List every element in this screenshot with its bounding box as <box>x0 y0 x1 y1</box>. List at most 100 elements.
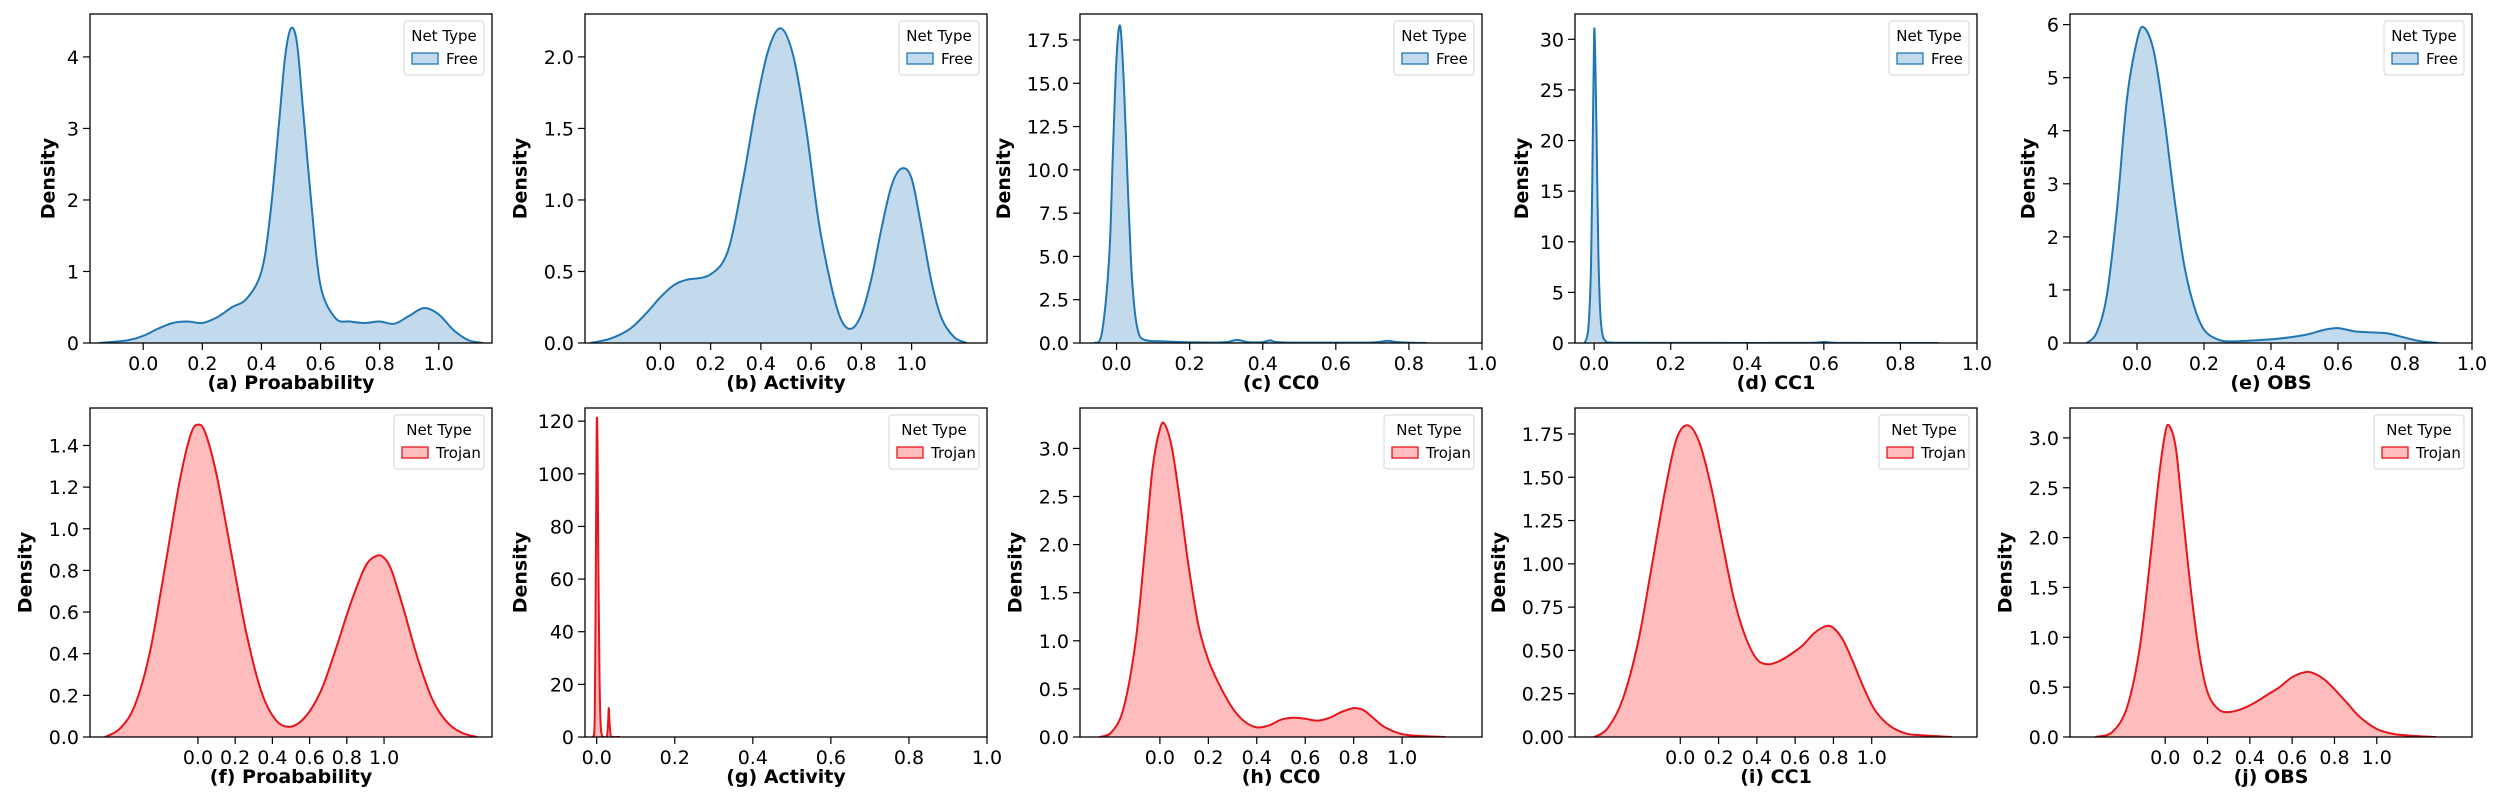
legend: Net Type Free <box>1888 20 1970 76</box>
x-tick-label: 0.0 <box>2150 747 2180 769</box>
y-axis-label: Density <box>1005 531 1027 613</box>
x-tick-label: 0.6 <box>796 353 826 375</box>
x-tick-label: 1.0 <box>1387 747 1417 769</box>
legend-swatch <box>1401 52 1429 65</box>
y-tick-label: 6 <box>2047 15 2059 37</box>
y-tick-label: 0.50 <box>1522 640 1564 662</box>
y-axis-label: Density <box>2018 137 2040 219</box>
y-axis-label: Density <box>510 137 532 219</box>
y-tick-label: 17.5 <box>1027 30 1069 52</box>
x-axis-label: (i) CC1 <box>1740 766 1812 788</box>
y-tick-label: 1.0 <box>2029 627 2059 649</box>
legend-swatch <box>2381 446 2409 459</box>
x-tick-label: 0.8 <box>846 353 876 375</box>
y-tick-label: 2.0 <box>544 47 574 69</box>
x-tick-label: 0.0 <box>128 353 158 375</box>
y-axis-label: Density <box>1488 531 1510 613</box>
x-tick-label: 0.4 <box>1732 353 1762 375</box>
x-tick-label: 0.4 <box>746 353 776 375</box>
axes-frame <box>1574 13 1978 344</box>
y-tick-label: 2.0 <box>1039 535 1069 557</box>
density-line <box>1593 424 1953 737</box>
y-tick-label: 0 <box>67 333 79 355</box>
legend-label: Free <box>941 50 973 68</box>
density-line <box>104 423 478 737</box>
legend-title: Net Type <box>1891 421 1957 439</box>
legend-swatch <box>411 52 439 65</box>
y-tick-label: 2.5 <box>1039 290 1069 312</box>
x-tick-label: 1.0 <box>1857 747 1887 769</box>
legend-swatch <box>1896 52 1924 65</box>
y-tick-label: 0.5 <box>544 261 574 283</box>
x-axis-label: (f) Proabability <box>210 766 373 788</box>
legend-title: Net Type <box>2386 421 2452 439</box>
legend-label: Trojan <box>2415 444 2461 462</box>
y-axis-label: Density <box>38 137 60 219</box>
y-tick-label: 7.5 <box>1039 203 1069 225</box>
y-tick-label: 0.25 <box>1522 684 1564 706</box>
legend-swatch <box>401 446 429 459</box>
legend-title: Net Type <box>406 421 472 439</box>
x-tick-label: 0.6 <box>816 747 846 769</box>
legend-label: Free <box>2426 50 2458 68</box>
x-tick-label: 1.0 <box>972 747 1002 769</box>
y-tick-label: 1.5 <box>2029 577 2059 599</box>
y-tick-label: 1 <box>2047 280 2059 302</box>
legend-title: Net Type <box>411 27 477 45</box>
x-tick-label: 0.0 <box>183 747 213 769</box>
y-tick-label: 0.8 <box>49 560 79 582</box>
y-tick-label: 3 <box>67 118 79 140</box>
y-tick-label: 15.0 <box>1027 73 1069 95</box>
y-tick-label: 15 <box>1540 181 1564 203</box>
y-tick-label: 1.4 <box>49 435 79 457</box>
y-tick-label: 120 <box>538 411 574 433</box>
legend-title: Net Type <box>1896 27 1962 45</box>
y-tick-label: 0.6 <box>49 602 79 624</box>
y-tick-label: 3.0 <box>1039 438 1069 460</box>
legend: Net Type Trojan <box>888 414 980 470</box>
x-tick-label: 0.2 <box>660 747 690 769</box>
legend-label: Trojan <box>1920 444 1966 462</box>
x-axis-label: (a) Proabability <box>207 372 375 394</box>
x-axis-label: (c) CC0 <box>1243 372 1319 394</box>
x-tick-label: 1.0 <box>369 747 399 769</box>
x-tick-label: 0.0 <box>2122 353 2152 375</box>
y-tick-label: 1.5 <box>544 118 574 140</box>
density-area <box>2086 26 2439 343</box>
legend-label: Free <box>1931 50 1963 68</box>
y-tick-label: 2.5 <box>1039 487 1069 509</box>
legend-title: Net Type <box>906 27 972 45</box>
x-tick-label: 0.4 <box>738 747 768 769</box>
y-tick-label: 1.25 <box>1522 511 1564 533</box>
x-axis-label: (d) CC1 <box>1737 372 1816 394</box>
x-tick-label: 0.2 <box>1175 353 1205 375</box>
axes-frame <box>89 13 493 344</box>
legend-label: Trojan <box>1425 444 1471 462</box>
x-tick-label: 0.6 <box>2277 747 2307 769</box>
panel-j: 0.0 0.2 0.4 0.6 0.8 1.0 0.0 0.5 1.0 1.5 2.0 2.5 3.0 (… <box>1995 407 2473 788</box>
density-line <box>98 26 484 343</box>
legend-swatch <box>1886 446 1914 459</box>
x-tick-label: 1.0 <box>2362 747 2392 769</box>
legend-title: Net Type <box>901 421 967 439</box>
y-tick-label: 5.0 <box>1039 246 1069 268</box>
y-tick-label: 0 <box>562 727 574 749</box>
x-tick-label: 0.6 <box>1809 353 1839 375</box>
legend-label: Trojan <box>435 444 481 462</box>
y-tick-label: 20 <box>550 674 574 696</box>
x-tick-label: 0.4 <box>246 353 276 375</box>
legend-swatch <box>1391 446 1419 459</box>
y-tick-label: 0.4 <box>49 644 79 666</box>
legend: Net Type Free <box>1393 20 1475 76</box>
y-tick-label: 1.0 <box>1039 631 1069 653</box>
density-line <box>589 27 968 343</box>
legend: Net Type Trojan <box>1383 414 1475 470</box>
y-tick-label: 0.0 <box>49 727 79 749</box>
x-tick-label: 0.4 <box>1248 353 1278 375</box>
legend: Net Type Trojan <box>1878 414 1970 470</box>
y-tick-label: 20 <box>1540 131 1564 153</box>
x-axis-label: (g) Activity <box>726 766 846 788</box>
legend-swatch <box>2391 52 2419 65</box>
x-tick-label: 0.4 <box>2256 353 2286 375</box>
x-tick-label: 0.6 <box>305 353 335 375</box>
